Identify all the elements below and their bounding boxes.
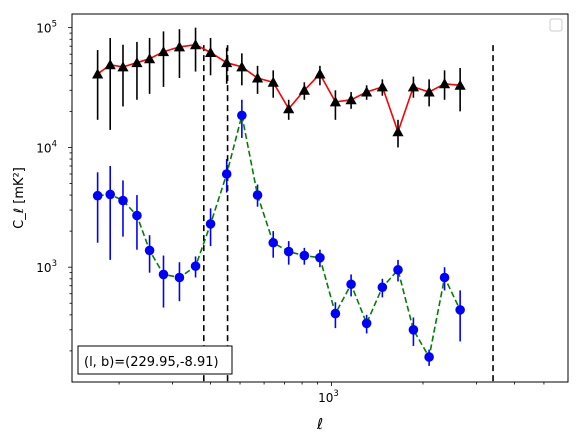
data-point xyxy=(345,94,357,105)
data-point xyxy=(346,279,356,290)
data-point xyxy=(204,46,217,57)
data-point xyxy=(251,72,264,83)
data-point xyxy=(158,269,169,280)
y-axis-label: C_ℓ [mK²] xyxy=(12,167,27,229)
data-point xyxy=(92,68,104,79)
series-2 xyxy=(92,99,465,366)
plot-frame xyxy=(71,13,569,383)
data-point xyxy=(157,46,170,57)
data-point xyxy=(393,265,403,275)
data-point xyxy=(236,61,248,72)
data-point xyxy=(407,81,420,92)
data-point xyxy=(454,79,466,90)
data-point xyxy=(439,272,450,283)
annotation-frame xyxy=(77,345,233,375)
data-point xyxy=(315,252,325,263)
data-point xyxy=(144,245,155,256)
data-point xyxy=(237,110,247,121)
data-point xyxy=(408,325,419,335)
data-point xyxy=(190,261,201,271)
data-point xyxy=(438,78,451,89)
plot-layer: 103 103 104 105 xyxy=(36,20,545,405)
data-point xyxy=(424,352,434,362)
data-point xyxy=(283,103,295,114)
y-tick-label: 103 xyxy=(36,259,57,275)
data-point xyxy=(132,210,142,221)
y-tick-label: 105 xyxy=(36,20,57,36)
data-point xyxy=(189,39,202,50)
data-point xyxy=(267,76,279,87)
data-point xyxy=(299,250,310,261)
annotation-text: (l, b)=(229.95,-8.91) xyxy=(84,355,219,370)
data-point xyxy=(105,189,116,200)
data-point xyxy=(298,84,310,95)
data-point xyxy=(118,195,128,206)
data-point xyxy=(104,59,116,70)
legend-box xyxy=(549,18,563,32)
data-point xyxy=(330,308,341,319)
series-line xyxy=(97,115,461,360)
data-point xyxy=(455,305,465,315)
data-point xyxy=(117,61,129,72)
data-point xyxy=(283,246,294,257)
x-tick-label: 103 xyxy=(318,389,339,405)
data-point xyxy=(221,169,232,179)
data-point xyxy=(221,57,233,68)
series-1 xyxy=(92,27,466,148)
y-tick-label: 104 xyxy=(36,139,57,155)
data-point xyxy=(174,272,185,283)
x-axis-label: ℓ xyxy=(316,415,323,433)
data-point xyxy=(361,318,372,329)
data-point xyxy=(314,68,326,79)
data-point xyxy=(376,81,388,92)
legend xyxy=(549,18,563,32)
data-point xyxy=(392,126,404,137)
data-point xyxy=(377,282,388,293)
data-point xyxy=(143,53,156,64)
data-point xyxy=(173,41,186,52)
data-point xyxy=(252,190,263,200)
data-point xyxy=(329,96,342,107)
data-point xyxy=(92,190,103,201)
data-point xyxy=(205,219,216,229)
data-point xyxy=(423,86,435,97)
data-point xyxy=(131,57,143,68)
data-point xyxy=(361,86,373,97)
data-point xyxy=(268,237,279,248)
annotation-box: (l, b)=(229.95,-8.91) xyxy=(77,345,233,375)
